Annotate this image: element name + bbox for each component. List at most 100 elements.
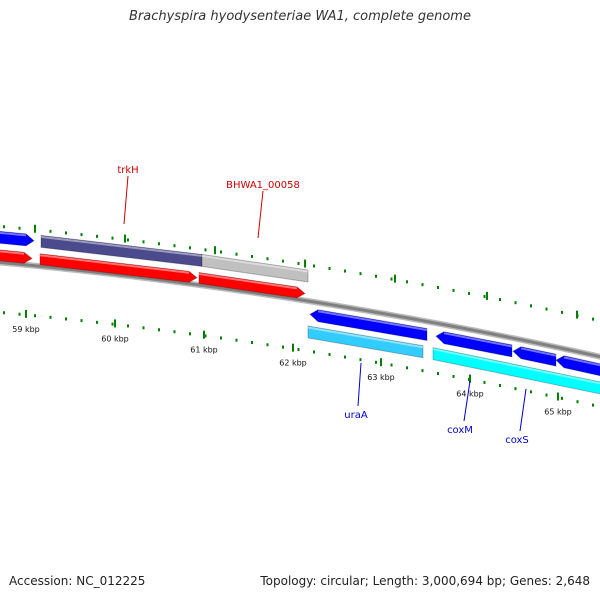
lower-tick-dot [514, 387, 517, 391]
cox-operon-feature-highlight [432, 348, 600, 385]
upper-tick-dot [235, 252, 238, 256]
upper-tick-dot [49, 229, 52, 233]
lower-cds-feature [555, 355, 600, 377]
lower-tick-dot [297, 348, 300, 352]
lower-tick-dot [592, 403, 594, 407]
upper-tick-dot [266, 257, 269, 261]
gene-label-BHWA1_00058: BHWA1_00058 [226, 180, 300, 191]
tick-label: 61 kbp [190, 346, 218, 355]
lower-tick-dot [530, 390, 532, 394]
reverse-cds-feature-highlight [198, 273, 298, 290]
gene-label-coxM: coxM [447, 425, 473, 436]
lower-cds-feature-highlight [443, 332, 513, 348]
BHWA1_00058-feature [201, 253, 309, 283]
uraA-feature-highlight [307, 326, 424, 349]
upper-tick-dot [313, 264, 315, 268]
lower-tick-dot [266, 343, 269, 347]
gene-leader-line [519, 388, 527, 432]
reverse-cds-feature [198, 271, 306, 299]
reverse-cds-feature-highlight [0, 250, 25, 255]
upper-tick-dot [545, 307, 548, 311]
tick-label: 59 kbp [12, 325, 40, 334]
upper-tick-dot [127, 238, 129, 242]
reverse-cds-feature-highlight [39, 254, 190, 274]
reverse-cds-feature [39, 253, 198, 283]
map-title: Brachyspira hyodysenteriae WA1, complete… [129, 9, 471, 24]
upper-tick-dot [452, 288, 455, 292]
lower-tick-dot [344, 355, 346, 359]
lower-tick-dot [49, 315, 52, 319]
upper-tick-dot [282, 259, 284, 263]
lower-tick-dot [359, 358, 362, 362]
lower-tick-dot [328, 352, 331, 356]
cox-operon-feature [432, 346, 600, 395]
upper-tick-dot [390, 277, 393, 281]
upper-tick-dot [375, 274, 377, 278]
lower-tick-dot [313, 350, 315, 354]
lower-tick-dot [173, 330, 176, 334]
tick-label: 65 kbp [544, 408, 572, 417]
tick-label: 63 kbp [367, 373, 395, 382]
gene-leader-line [357, 362, 362, 407]
gene-label-uraA: uraA [344, 410, 368, 421]
tick-label: 64 kbp [456, 390, 484, 399]
lower-cds-feature-highlight [317, 310, 428, 331]
upper-tick-dot [328, 266, 331, 270]
lower-cds-feature [309, 309, 428, 342]
lower-tick-dot [452, 374, 455, 378]
upper-tick-dot [561, 310, 563, 314]
forward-cds-feature-highlight [0, 231, 27, 237]
upper-tick-dot [173, 244, 176, 248]
upper-tick-dot [96, 234, 98, 238]
lower-tick-dot [80, 319, 83, 323]
BHWA1_00058-feature-highlight [201, 254, 309, 273]
upper-tick-dot [499, 298, 501, 302]
lower-tick-dot [375, 360, 377, 364]
upper-tick-dot [189, 246, 191, 250]
lower-tick-dot [390, 363, 393, 367]
upper-tick-dot [158, 242, 160, 246]
lower-tick-dot [3, 311, 5, 315]
lower-tick-dot [561, 396, 563, 400]
lower-tick-dot [204, 334, 207, 338]
lower-tick-dot [111, 322, 114, 326]
lower-tick-dot [158, 328, 160, 332]
lower-tick-dot [483, 380, 486, 384]
lower-tick-dot [282, 345, 284, 349]
upper-tick-dot [142, 240, 145, 244]
lower-tick-dot [142, 326, 145, 330]
lower-tick-dot [576, 400, 579, 404]
lower-tick-dot [251, 340, 253, 344]
upper-tick-dot [437, 286, 439, 290]
upper-tick-dot [220, 250, 222, 254]
upper-tick-dot [297, 262, 300, 266]
upper-tick-dot [111, 236, 114, 240]
upper-tick-dot [514, 301, 517, 305]
gene-label-trkH: trkH [117, 165, 138, 176]
upper-tick-dot [468, 291, 470, 295]
lower-cds-feature [512, 346, 557, 367]
lower-tick-dot [220, 336, 222, 340]
upper-tick-dot [592, 317, 594, 321]
lower-tick-dot [406, 366, 408, 370]
upper-tick-dot [483, 294, 486, 298]
upper-tick-dot [18, 226, 21, 230]
lower-cds-feature-highlight [520, 347, 557, 357]
lower-tick-dot [96, 320, 98, 324]
upper-tick-dot [3, 225, 5, 229]
upper-tick-dot [344, 269, 346, 273]
gene-leader-line [463, 380, 471, 422]
gene-leader-line [257, 190, 264, 239]
trkH-feature-highlight [40, 235, 203, 257]
forward-cds-feature [0, 230, 35, 247]
lower-tick-dot [127, 324, 129, 328]
reverse-cds-feature [0, 249, 33, 264]
genome-summary-text: Topology: circular; Length: 3,000,694 bp… [260, 574, 590, 588]
lower-tick-dot [545, 393, 548, 397]
upper-tick-dot [251, 254, 253, 258]
genome-backbone [0, 260, 600, 359]
uraA-feature [307, 325, 424, 359]
tick-label: 60 kbp [101, 334, 129, 343]
